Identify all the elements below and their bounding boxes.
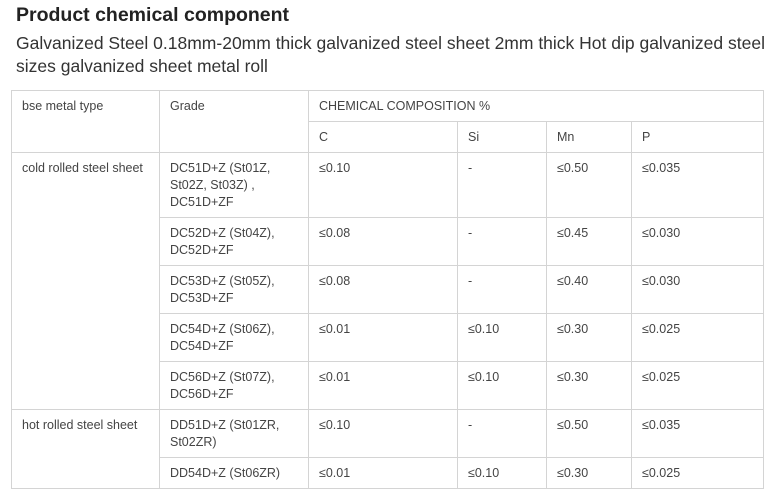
silicon-cell: -	[457, 265, 547, 314]
page-title: Product chemical component	[16, 4, 290, 26]
grade-cell: DD54D+Z (St06ZR)	[159, 457, 309, 489]
phosphorus-cell: ≤0.035	[630, 152, 765, 218]
carbon-cell: ≤0.10	[308, 409, 458, 458]
silicon-cell: ≤0.10	[457, 457, 547, 489]
grade-cell: DC56D+Z (St07Z), DC56D+ZF	[159, 361, 309, 410]
base-metal-type-cell: cold rolled steel sheet	[11, 152, 160, 410]
table-row: cold rolled steel sheet DC51D+Z (St01Z, …	[11, 152, 765, 410]
phosphorus-cell: ≤0.025	[630, 313, 765, 362]
carbon-cell: ≤0.01	[308, 361, 458, 410]
manganese-cell: ≤0.40	[546, 265, 632, 314]
silicon-cell: ≤0.10	[457, 361, 547, 410]
header-element-mn: Mn	[546, 121, 632, 153]
manganese-cell: ≤0.50	[546, 152, 632, 218]
manganese-cell: ≤0.45	[546, 217, 632, 266]
manganese-cell: ≤0.50	[546, 409, 632, 458]
header-chemical-composition: CHEMICAL COMPOSITION %	[307, 90, 765, 122]
table-row: DC52D+Z (St04Z), DC52D+ZF ≤0.08 - ≤0.45 …	[12, 217, 765, 266]
table-row: DC53D+Z (St05Z), DC53D+ZF ≤0.08 - ≤0.40 …	[12, 265, 765, 314]
phosphorus-cell: ≤0.030	[630, 217, 765, 266]
product-subtitle: Galvanized Steel 0.18mm-20mm thick galva…	[16, 33, 765, 76]
manganese-cell: ≤0.30	[546, 361, 632, 410]
grade-cell: DC53D+Z (St05Z), DC53D+ZF	[159, 265, 309, 314]
table-row: DC56D+Z (St07Z), DC56D+ZF ≤0.01 ≤0.10 ≤0…	[12, 361, 765, 410]
phosphorus-cell: ≤0.025	[630, 361, 765, 410]
carbon-cell: ≤0.01	[308, 313, 458, 362]
carbon-cell: ≤0.01	[308, 457, 458, 489]
carbon-cell: ≤0.08	[308, 265, 458, 314]
table-header-row: bse metal type Grade CHEMICAL COMPOSITIO…	[11, 90, 765, 153]
phosphorus-cell: ≤0.030	[630, 265, 765, 314]
header-element-p: P	[630, 121, 765, 153]
table-subheader-row: C Si Mn P	[12, 121, 765, 153]
table-row: hot rolled steel sheet DD51D+Z (St01ZR, …	[11, 409, 765, 489]
manganese-cell: ≤0.30	[546, 313, 632, 362]
header-element-si: Si	[457, 121, 547, 153]
silicon-cell: -	[457, 409, 547, 458]
phosphorus-cell: ≤0.025	[630, 457, 765, 489]
grade-cell: DC54D+Z (St06Z), DC54D+ZF	[159, 313, 309, 362]
grade-cell: DC51D+Z (St01Z, St02Z, St03Z) , DC51D+ZF	[159, 152, 309, 218]
manganese-cell: ≤0.30	[546, 457, 632, 489]
header-element-c: C	[308, 121, 458, 153]
phosphorus-cell: ≤0.035	[630, 409, 765, 458]
silicon-cell: ≤0.10	[457, 313, 547, 362]
base-metal-type-cell: hot rolled steel sheet	[11, 409, 160, 489]
silicon-cell: -	[457, 217, 547, 266]
grade-cell: DD51D+Z (St01ZR, St02ZR)	[159, 409, 309, 458]
carbon-cell: ≤0.08	[308, 217, 458, 266]
grade-cell: DC52D+Z (St04Z), DC52D+ZF	[159, 217, 309, 266]
header-base-metal-type: bse metal type	[11, 90, 160, 153]
chemical-composition-table: bse metal type Grade CHEMICAL COMPOSITIO…	[11, 90, 765, 489]
carbon-cell: ≤0.10	[308, 152, 458, 218]
table-row: DC54D+Z (St06Z), DC54D+ZF ≤0.01 ≤0.10 ≤0…	[12, 313, 765, 362]
silicon-cell: -	[457, 152, 547, 218]
header-grade: Grade	[159, 90, 309, 153]
